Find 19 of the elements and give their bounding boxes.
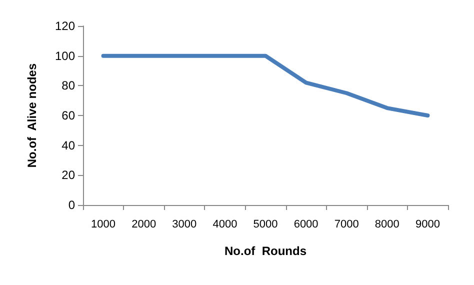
y-axis-title: No.of Alive nodes (25, 63, 39, 168)
y-tick-label: 40 (62, 138, 76, 152)
y-tick-label: 20 (62, 168, 76, 182)
x-tick-label: 2000 (132, 218, 156, 230)
x-tick-label: 4000 (212, 218, 238, 230)
x-tick-label: 5000 (253, 218, 278, 230)
x-tick-label: 1000 (91, 218, 116, 230)
x-axis-title: No.of Rounds (224, 244, 307, 258)
y-tick-label: 100 (54, 48, 76, 63)
x-tick-label: 7000 (334, 218, 359, 230)
x-tick-label: 9000 (415, 218, 440, 230)
y-tick-label: 0 (68, 198, 76, 212)
y-tick-label: 80 (62, 78, 76, 93)
x-tick-label: 3000 (172, 218, 197, 230)
line-series (101, 54, 430, 118)
x-tick-label: 6000 (294, 218, 318, 230)
x-tick-label: 8000 (374, 218, 400, 230)
y-tick-label: 60 (62, 108, 76, 122)
y-tick-label: 120 (54, 19, 76, 33)
